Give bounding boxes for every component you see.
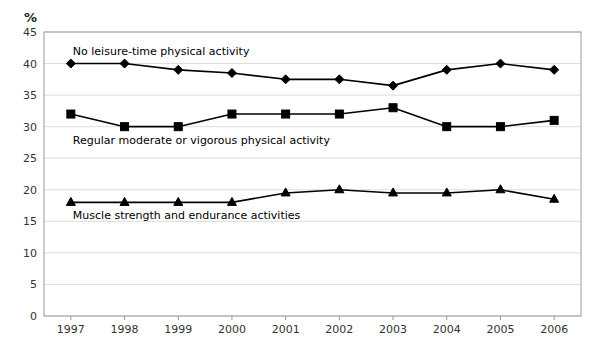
y-tick-label: 5 (30, 278, 37, 291)
background (0, 0, 595, 346)
series-marker (227, 197, 236, 205)
x-tick (70, 316, 71, 320)
series-marker (443, 123, 451, 131)
series-marker (121, 123, 129, 131)
y-axis-label: % (24, 10, 37, 25)
plot-data (66, 59, 558, 205)
y-tick-label: 40 (23, 58, 37, 71)
y-tick-label: 45 (23, 26, 37, 39)
series-marker (496, 123, 504, 131)
x-tick-label: 2005 (486, 323, 514, 336)
y-grid (44, 32, 581, 316)
series-marker (442, 65, 451, 74)
series-marker (550, 194, 559, 202)
plot-frame (44, 32, 581, 316)
x-tick-label: 1998 (111, 323, 139, 336)
series-marker (174, 65, 183, 74)
series-marker (389, 81, 398, 90)
y-tick-label: 15 (23, 215, 37, 228)
x-tick-label: 1999 (164, 323, 192, 336)
grid-line (44, 158, 581, 159)
x-tick-label: 2003 (379, 323, 407, 336)
series-marker (282, 110, 290, 118)
y-tick-label: 0 (30, 310, 37, 323)
x-tick-label: 2006 (540, 323, 568, 336)
y-tick-label: 25 (23, 152, 37, 165)
series-marker (389, 104, 397, 112)
series-label: No leisure-time physical activity (73, 45, 250, 58)
series-marker (120, 197, 129, 205)
series-label: Regular moderate or vigorous physical ac… (73, 134, 331, 147)
series-marker (174, 123, 182, 131)
series-line (71, 190, 554, 203)
series-marker (335, 75, 344, 84)
x-tick-label: 2002 (325, 323, 353, 336)
series-marker (281, 188, 290, 196)
y-tick-label: 10 (23, 247, 37, 260)
y-tick-label: 20 (23, 184, 37, 197)
x-tick (500, 316, 501, 320)
x-tick (339, 316, 340, 320)
x-tick (554, 316, 555, 320)
grid-line (44, 252, 581, 253)
series-marker (174, 197, 183, 205)
series-marker (389, 188, 398, 196)
series-marker (66, 59, 75, 68)
series-marker (442, 188, 451, 196)
series-marker (228, 110, 236, 118)
series-marker (335, 185, 344, 193)
y-tick-label: 30 (23, 121, 37, 134)
series-marker (496, 59, 505, 68)
x-tick (231, 316, 232, 320)
grid-line (44, 284, 581, 285)
chart-container: 0 5 10 15 20 25 30 35 40 45 1997 1998 1999 2000 2001 20… (0, 0, 595, 346)
x-tick (393, 316, 394, 320)
chart: 0 5 10 15 20 25 30 35 40 45 1997 1998 1999 2000 2001 20… (0, 0, 595, 346)
x-tick-label: 2000 (218, 323, 246, 336)
series-marker (227, 69, 236, 78)
series-marker (67, 110, 75, 118)
grid-line (44, 95, 581, 96)
series-line (71, 108, 554, 127)
x-tick (285, 316, 286, 320)
x-tick (446, 316, 447, 320)
series-label: Muscle strength and endurance activities (73, 209, 301, 222)
y-tick-label: 35 (23, 89, 37, 102)
x-tick-label: 1997 (57, 323, 85, 336)
x-tick-label: 2004 (433, 323, 461, 336)
x-tick-label: 2001 (272, 323, 300, 336)
series-marker (120, 59, 129, 68)
series-marker (550, 65, 559, 74)
series-marker (281, 75, 290, 84)
x-tick (124, 316, 125, 320)
series-line (71, 64, 554, 86)
series-marker (335, 110, 343, 118)
series-marker (496, 185, 505, 193)
x-tick (178, 316, 179, 320)
series-marker (66, 197, 75, 205)
series-marker (550, 116, 558, 124)
